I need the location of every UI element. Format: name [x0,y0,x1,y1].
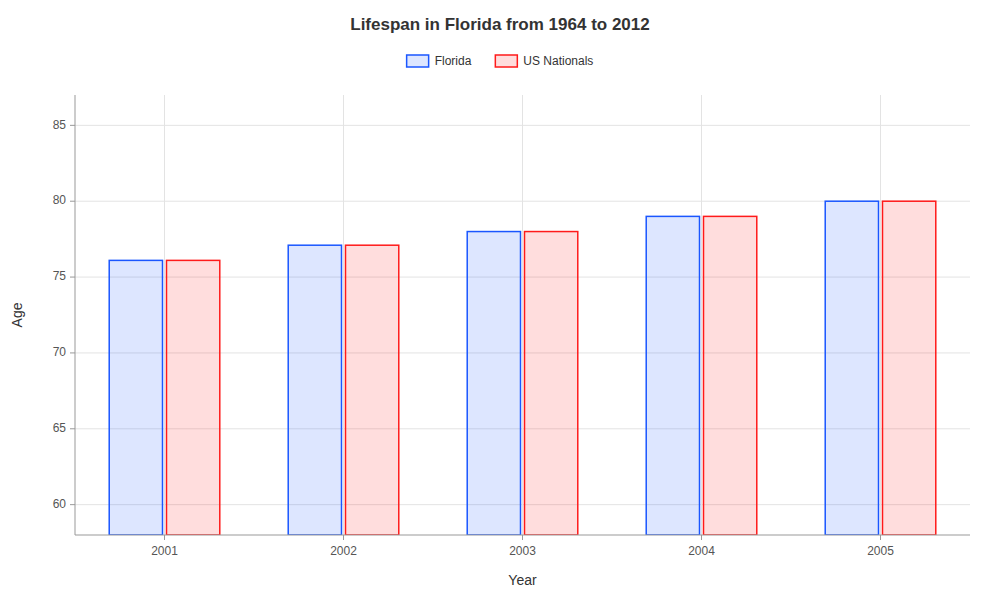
grid [75,95,970,535]
bar [525,232,578,535]
y-axis-label: Age [9,302,25,327]
x-grid-line [880,95,881,535]
axes: 60 65 70 75 80 85 2001 2002 2003 2004 2005 [53,95,970,558]
legend-swatch [407,55,429,67]
bars [109,201,936,535]
bar [167,260,220,535]
x-tick [880,535,881,540]
y-tick-label: 60 [53,497,67,511]
y-tick-label: 65 [53,421,67,435]
legend-label: Florida [435,54,472,68]
x-tick [522,535,523,540]
y-tick-label: 80 [53,193,67,207]
chart-container: 60 65 70 75 80 85 2001 2002 2003 2004 2005 Year Age L… [0,0,1000,600]
bar [346,245,399,535]
x-axis-label: Year [508,572,537,588]
y-tick [70,428,75,429]
bar [704,216,757,535]
x-tick-label: 2004 [688,544,715,558]
y-tick [70,125,75,126]
bar [646,216,699,535]
chart: 60 65 70 75 80 85 2001 2002 2003 2004 2005 Year Age L… [0,0,1000,600]
y-tick-label: 70 [53,345,67,359]
legend-swatch [495,55,517,67]
legend-label: US Nationals [523,54,593,68]
x-tick-label: 2001 [151,544,178,558]
bar [288,245,341,535]
bar [825,201,878,535]
y-axis-line [75,95,76,535]
legend: Florida US Nationals [407,54,594,68]
bar [467,232,520,535]
x-tick-label: 2002 [330,544,357,558]
y-tick [70,277,75,278]
x-tick [164,535,165,540]
x-tick-label: 2005 [867,544,894,558]
y-tick-label: 75 [53,269,67,283]
y-tick [70,504,75,505]
x-grid-line [701,95,702,535]
legend-item: Florida [407,54,472,68]
y-tick-label: 85 [53,118,67,132]
x-grid-line [522,95,523,535]
x-grid-line [164,95,165,535]
bar [109,260,162,535]
x-tick [701,535,702,540]
y-tick [70,352,75,353]
legend-item: US Nationals [495,54,593,68]
x-tick-label: 2003 [509,544,536,558]
x-grid-line [343,95,344,535]
x-tick [343,535,344,540]
title: Lifespan in Florida from 1964 to 2012 [350,15,649,34]
bar [883,201,936,535]
y-tick [70,201,75,202]
